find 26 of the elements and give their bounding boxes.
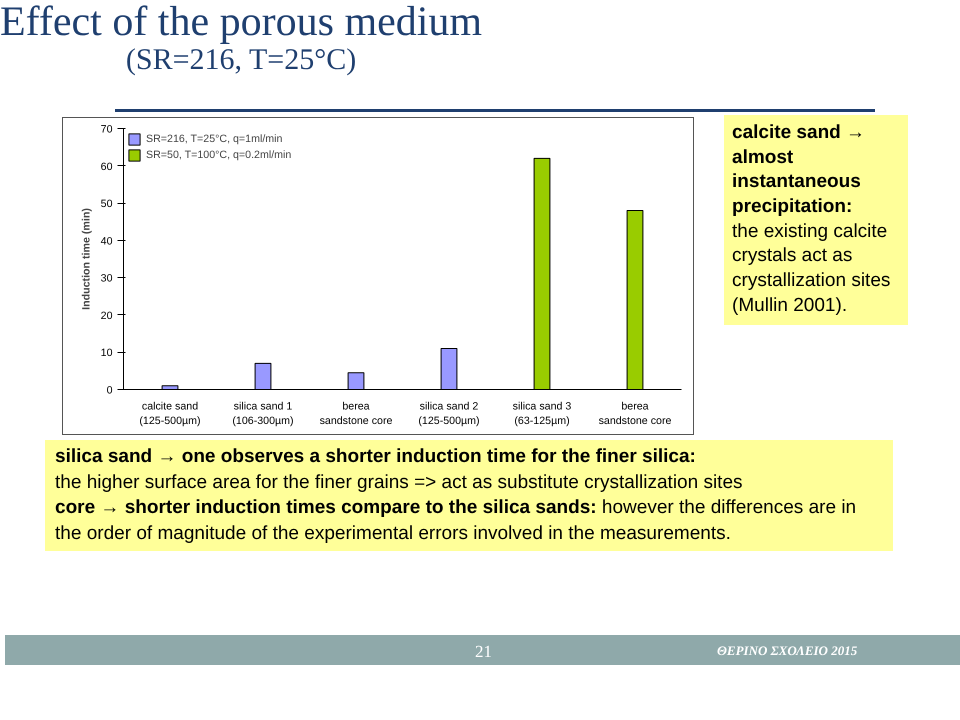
x-tick-label: silica sand 1 (106-300µm) xyxy=(232,400,294,427)
y-tick-label: 40 xyxy=(100,235,113,248)
text: core → shorter induction times compare to the silica sands: xyxy=(55,497,597,518)
y-tick-label: 20 xyxy=(100,310,113,322)
text: silica sand → one observes a shorter induction time for the finer silica: xyxy=(55,446,696,467)
y-tick-label: 60 xyxy=(100,160,113,173)
x-tick-label: berea sandstone core xyxy=(320,400,393,427)
chart-subtitle: (SR=216, T=25°C) xyxy=(124,43,358,76)
text: the higher surface area for the finer grains => act as substitute crystallization sites xyxy=(55,472,743,493)
y-tick-label: 0 xyxy=(106,384,113,396)
x-tick-label: berea sandstone core xyxy=(598,400,672,427)
x-tick-label: silica sand 3 (63-125µm) xyxy=(512,400,572,427)
y-tick-label: 30 xyxy=(100,272,113,285)
legend-label: SR=50, T=100°C, q=0.2ml/min xyxy=(146,149,292,161)
y-tick-label: 50 xyxy=(100,198,113,210)
text: ΘΕΡΙΝΟ ΣΧΟΛΕΙΟ 2015 xyxy=(717,642,858,660)
text: 21 xyxy=(475,641,492,663)
text: calcite sand → almost instantaneous precipitation: xyxy=(732,122,866,218)
y-tick-label: 70 xyxy=(100,124,113,136)
y-tick-label: 10 xyxy=(100,347,113,360)
chart-title: Effect of the porous medium xyxy=(0,0,482,45)
y-axis-title: Induction time (min) xyxy=(80,208,93,310)
legend-label: SR=216, T=25°C, q=1ml/min xyxy=(146,133,282,145)
x-tick-label: calcite sand (125-500µm) xyxy=(139,400,201,427)
x-tick-label: silica sand 2 (125-500µm) xyxy=(418,400,480,427)
text: the existing calcite crystals act as crystallization sites (Mullin 2001). xyxy=(732,220,890,316)
